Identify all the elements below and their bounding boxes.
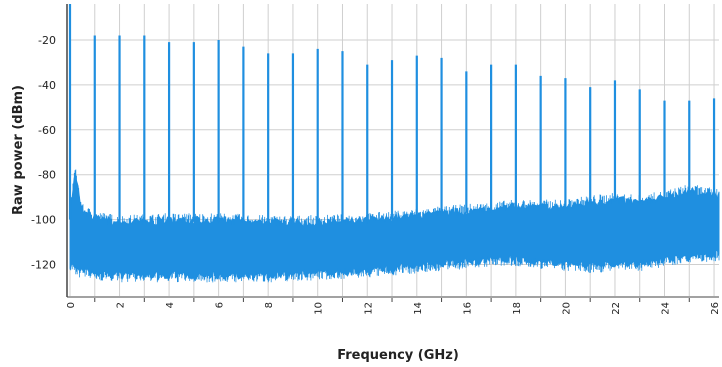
y-tick-labels: -20 -40 -60 -80 -100 -120 — [31, 34, 56, 272]
axes — [66, 4, 719, 298]
x-tick-label: 0 — [66, 302, 77, 308]
x-tick-label: 12 — [363, 302, 374, 315]
noise-floor-texture — [69, 169, 720, 283]
x-tick-label: 18 — [512, 302, 523, 315]
x-tick-label: 16 — [462, 302, 473, 315]
y-tick-label: -120 — [31, 259, 56, 272]
spur-series — [68, 4, 716, 225]
y-tick-label: -100 — [31, 214, 56, 227]
x-tick-label: 10 — [314, 302, 325, 315]
x-tick-label: 20 — [561, 302, 572, 315]
x-tick-label: 14 — [413, 302, 424, 315]
x-axis-title: Frequency (GHz) — [337, 348, 459, 363]
x-tick-label: 24 — [661, 302, 672, 315]
x-tick-label: 6 — [215, 302, 226, 308]
y-tick-label: -80 — [38, 169, 56, 182]
y-axis-title: Raw power (dBm) — [11, 85, 26, 215]
x-tick-label: 2 — [116, 302, 127, 308]
noise-floor-series — [69, 169, 720, 283]
x-tick-label: 4 — [165, 302, 176, 308]
x-tick-label: 8 — [264, 302, 275, 308]
x-tick-label: 26 — [710, 302, 721, 315]
y-tick-label: -20 — [38, 34, 56, 47]
y-tick-label: -40 — [38, 79, 56, 92]
x-tick-label: 22 — [611, 302, 622, 315]
y-tick-label: -60 — [38, 124, 56, 137]
x-tick-labels: 0 2 4 6 8 10 12 14 16 18 20 22 24 26 — [66, 298, 721, 315]
